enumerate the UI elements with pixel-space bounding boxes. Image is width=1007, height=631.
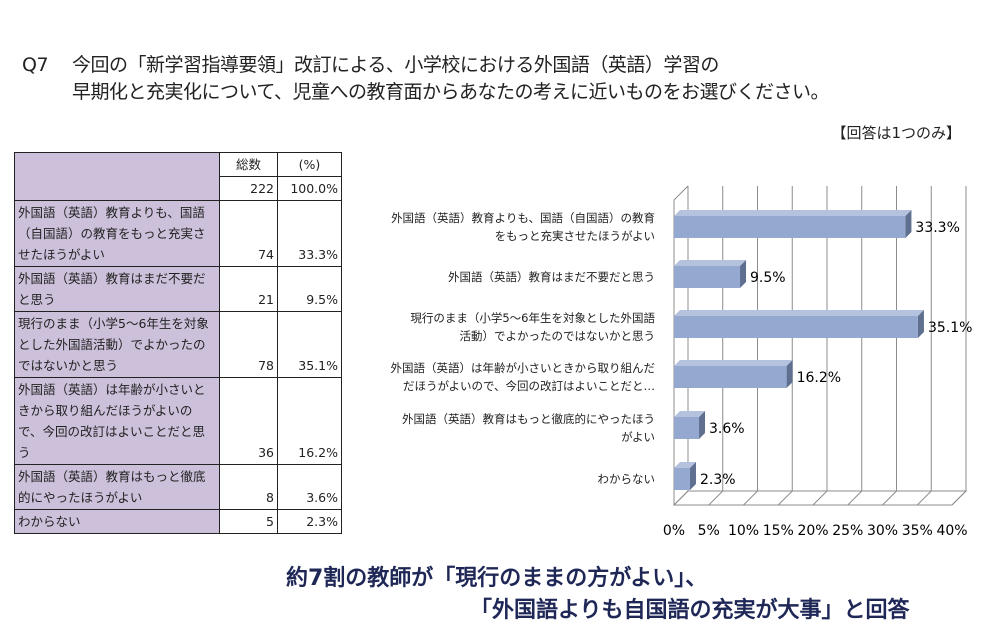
data-label: 33.3% — [915, 220, 959, 236]
bar-top — [674, 462, 696, 468]
x-tick-label: 0% — [663, 523, 685, 539]
bar — [674, 216, 906, 238]
floor-gridline — [916, 490, 932, 506]
bar-top — [674, 260, 747, 266]
row-label: 現行のまま（小学5～6年生を対象とした外国語活動）でよかったのではないかと思う — [14, 311, 220, 378]
row-pct: 16.2% — [277, 377, 342, 465]
category-label: をもっと充実させたほうがよい — [495, 229, 655, 243]
floor-gridline — [777, 490, 793, 506]
table-row: 外国語（英語）は年齢が小さいときから取り組んだほうがよいので、今回の改訂はよいこ… — [14, 377, 342, 465]
bar-side — [740, 260, 747, 288]
answer-note: 【回答は1つのみ】 — [831, 124, 961, 142]
question-number: Q7 — [22, 54, 49, 76]
header-pct: (%) — [277, 152, 342, 177]
row-label: 外国語（英語）教育よりも、国語（自国語）の教育をもっと充実させたほうがよい — [14, 200, 220, 267]
bar — [674, 266, 741, 288]
results-table: 総数 (%) 222 100.0% 外国語（英語）教育よりも、国語（自国語）の教… — [14, 152, 342, 534]
floor-gridline — [882, 490, 897, 506]
headline-line-1: 約7割の教師が「現行のままの方がよい」、 — [286, 566, 708, 591]
question-line-2: 早期化と充実化について、児童への教育面からあなたの考えに近いものをお選びください… — [72, 81, 829, 103]
data-label: 35.1% — [928, 320, 972, 336]
row-pct: 9.5% — [277, 266, 342, 312]
total-pct: 100.0% — [277, 176, 342, 201]
data-label: 3.6% — [709, 421, 745, 437]
category-label: 現行のまま（小学5～6年生を対象とした外国語 — [410, 311, 655, 325]
category-label: 外国語（英語）は年齢が小さいときから取り組んだ — [391, 361, 656, 375]
bar-side — [905, 210, 912, 238]
x-tick-label: 10% — [728, 523, 759, 539]
row-label: わからない — [14, 509, 220, 534]
row-label: 外国語（英語）教育はもっと徹底的にやったほうがよい — [14, 464, 220, 510]
table-row: 現行のまま（小学5～6年生を対象とした外国語活動）でよかったのではないかと思う 7… — [14, 311, 342, 378]
row-pct: 2.3% — [277, 509, 342, 534]
total-row: 222 100.0% — [15, 176, 342, 201]
question: Q7 今回の「新学習指導要領」改訂による、小学校における外国語（英語）学習の 早期… — [22, 52, 829, 106]
row-count: 74 — [219, 200, 278, 267]
category-label: わからない — [598, 472, 656, 486]
category-label: 外国語（英語）教育よりも、国語（自国語）の教育 — [391, 211, 655, 225]
bar — [674, 468, 690, 490]
bar — [674, 316, 918, 338]
row-label: 外国語（英語）教育はまだ不要だと思う — [14, 266, 220, 312]
x-tick-label: 5% — [698, 523, 720, 539]
bar-top — [674, 210, 912, 216]
row-count: 8 — [219, 464, 278, 510]
question-line-1: 今回の「新学習指導要領」改訂による、小学校における外国語（英語）学習の — [72, 54, 719, 76]
floor-gridline — [743, 490, 758, 506]
floor-gridline — [847, 490, 863, 506]
row-count: 5 — [219, 509, 278, 534]
x-tick-label: 40% — [936, 523, 967, 539]
floor-gridline — [951, 490, 967, 506]
x-tick-label: 15% — [763, 523, 794, 539]
headline-line-2: 「外国語よりも自国語の充実が大事」と回答 — [470, 598, 910, 623]
header-blank — [14, 152, 220, 201]
bar — [674, 366, 787, 388]
row-count: 36 — [219, 377, 278, 465]
floor-gridline — [812, 490, 828, 506]
table-row: 外国語（英語）教育はもっと徹底的にやったほうがよい 8 3.6% — [14, 464, 342, 510]
data-label: 16.2% — [797, 370, 841, 386]
table-header-row: 総数 (%) — [14, 152, 342, 201]
bar — [674, 417, 700, 439]
category-label: がよい — [621, 430, 655, 444]
floor-gridline — [708, 490, 724, 506]
bar-top — [674, 411, 706, 417]
total-count: 222 — [219, 176, 278, 201]
category-label: 外国語（英語）教育はもっと徹底的にやったほう — [402, 412, 655, 426]
x-tick-label: 20% — [797, 523, 828, 539]
row-pct: 33.3% — [277, 200, 342, 267]
bar-top — [674, 310, 924, 316]
floor-gridline — [673, 490, 689, 506]
row-count: 21 — [219, 266, 278, 312]
bar-side — [699, 411, 706, 439]
row-pct: 35.1% — [277, 311, 342, 378]
x-tick-label: 25% — [832, 523, 863, 539]
x-tick-label: 35% — [902, 523, 933, 539]
row-label: 外国語（英語）は年齢が小さいときから取り組んだほうがよいので、今回の改訂はよいこ… — [14, 377, 220, 465]
table-row: 外国語（英語）教育よりも、国語（自国語）の教育をもっと充実させたほうがよい 74 3… — [14, 200, 342, 267]
bar-side — [786, 360, 793, 388]
bar-side — [917, 310, 924, 338]
bar-side — [689, 462, 696, 490]
table-row: わからない 5 2.3% — [14, 509, 342, 534]
data-label: 9.5% — [750, 270, 786, 286]
category-label: 外国語（英語）教育はまだ不要だと思う — [448, 270, 655, 284]
table-row: 外国語（英語）教育はまだ不要だと思う 21 9.5% — [14, 266, 342, 312]
bar-top — [674, 360, 793, 366]
data-label: 2.3% — [700, 472, 736, 488]
x-tick-label: 30% — [867, 523, 898, 539]
category-label: 活動）でよかったのではないかと思う — [460, 329, 656, 343]
y-axis-top-edge — [673, 185, 689, 201]
category-label: だほうがよいので、今回の改訂はよいことだと… — [403, 379, 655, 393]
